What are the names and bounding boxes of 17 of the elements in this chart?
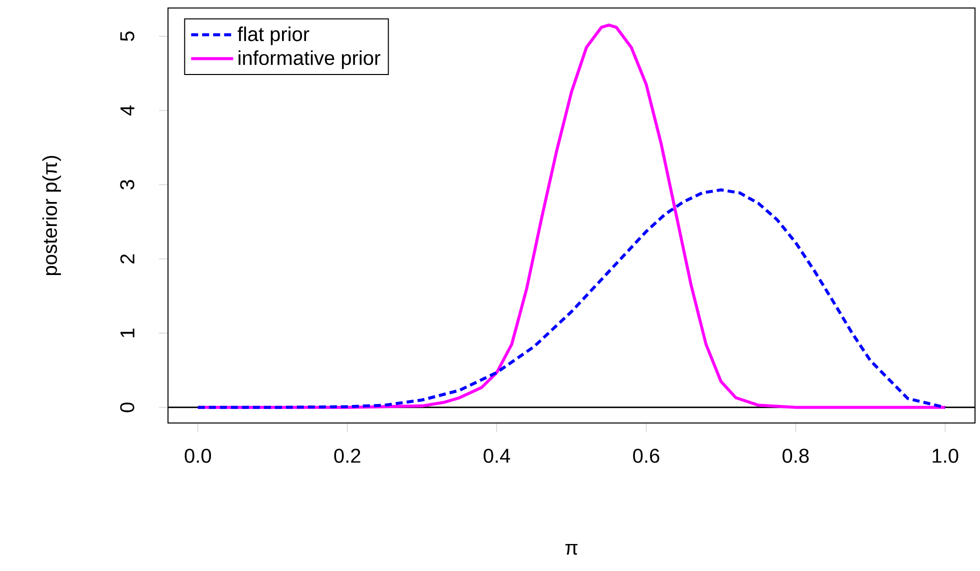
y-tick-label: 4 [120,105,134,116]
x-tick-label: 0.4 [484,448,510,463]
x-tick-label: 0.0 [184,448,211,463]
y-tick-label: 0 [120,402,134,412]
x-tick-label: 1.0 [932,448,958,463]
y-axis-title: posterior p(π) [42,156,61,276]
y-tick-label: 5 [120,31,134,41]
y-tick-label: 1 [120,328,134,338]
x-tick-label: 0.8 [782,448,809,463]
line-series [196,188,947,409]
y-tick-label: 2 [120,254,134,264]
x-tick-label: 0.2 [334,448,360,463]
x-axis-title: π [565,544,578,555]
x-tick-label: 0.6 [633,448,660,463]
y-tick-label: 3 [120,180,134,190]
legend-label: informative prior [238,50,380,69]
legend-label: flat prior [238,26,310,46]
